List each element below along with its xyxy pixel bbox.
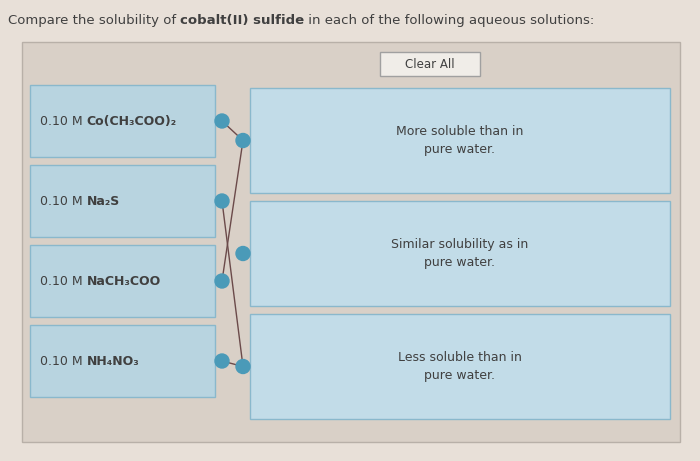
Text: 0.10 M: 0.10 M xyxy=(40,274,87,288)
Circle shape xyxy=(215,274,229,288)
FancyBboxPatch shape xyxy=(22,42,680,442)
FancyBboxPatch shape xyxy=(30,245,215,317)
Text: in each of the following aqueous solutions:: in each of the following aqueous solutio… xyxy=(304,14,595,27)
Text: 0.10 M: 0.10 M xyxy=(40,195,87,207)
Text: Co(CH₃COO)₂: Co(CH₃COO)₂ xyxy=(87,114,176,128)
Circle shape xyxy=(236,134,250,148)
Text: NaCH₃COO: NaCH₃COO xyxy=(87,274,161,288)
FancyBboxPatch shape xyxy=(250,88,670,193)
Circle shape xyxy=(236,247,250,260)
FancyBboxPatch shape xyxy=(30,325,215,397)
Text: Similar solubility as in
pure water.: Similar solubility as in pure water. xyxy=(391,238,528,269)
Text: cobalt(II) sulfide: cobalt(II) sulfide xyxy=(181,14,304,27)
FancyBboxPatch shape xyxy=(250,201,670,306)
Text: Na₂S: Na₂S xyxy=(87,195,120,207)
Text: Compare the solubility of: Compare the solubility of xyxy=(8,14,181,27)
Text: Clear All: Clear All xyxy=(405,58,455,71)
FancyBboxPatch shape xyxy=(30,165,215,237)
Circle shape xyxy=(215,194,229,208)
Text: 0.10 M: 0.10 M xyxy=(40,355,87,367)
Text: NH₄NO₃: NH₄NO₃ xyxy=(87,355,139,367)
FancyBboxPatch shape xyxy=(30,85,215,157)
Text: 0.10 M: 0.10 M xyxy=(40,114,87,128)
FancyBboxPatch shape xyxy=(380,52,480,76)
Circle shape xyxy=(215,354,229,368)
Text: Less soluble than in
pure water.: Less soluble than in pure water. xyxy=(398,351,522,382)
Circle shape xyxy=(236,360,250,373)
FancyBboxPatch shape xyxy=(250,314,670,419)
Text: More soluble than in
pure water.: More soluble than in pure water. xyxy=(396,125,524,156)
Circle shape xyxy=(215,114,229,128)
